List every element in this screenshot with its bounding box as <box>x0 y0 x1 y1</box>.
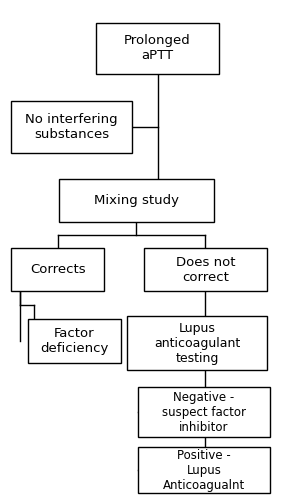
Text: No interfering
substances: No interfering substances <box>26 114 118 141</box>
Text: Factor
deficiency: Factor deficiency <box>40 327 109 355</box>
Text: Negative -
suspect factor
inhibitor: Negative - suspect factor inhibitor <box>162 390 246 434</box>
FancyBboxPatch shape <box>96 22 220 74</box>
FancyBboxPatch shape <box>28 320 121 363</box>
FancyBboxPatch shape <box>11 102 132 153</box>
Text: Lupus
anticoagulant
testing: Lupus anticoagulant testing <box>154 322 240 364</box>
FancyBboxPatch shape <box>59 179 214 222</box>
FancyBboxPatch shape <box>144 248 267 292</box>
FancyBboxPatch shape <box>138 388 270 437</box>
Text: Corrects: Corrects <box>30 263 86 276</box>
FancyBboxPatch shape <box>138 446 270 494</box>
Text: Prolonged
aPTT: Prolonged aPTT <box>124 34 191 62</box>
Text: Does not
correct: Does not correct <box>176 256 235 283</box>
FancyBboxPatch shape <box>11 248 104 292</box>
FancyBboxPatch shape <box>127 316 267 370</box>
Text: Mixing study: Mixing study <box>94 194 179 207</box>
Text: Positive -
Lupus
Anticoagualnt: Positive - Lupus Anticoagualnt <box>163 448 245 492</box>
